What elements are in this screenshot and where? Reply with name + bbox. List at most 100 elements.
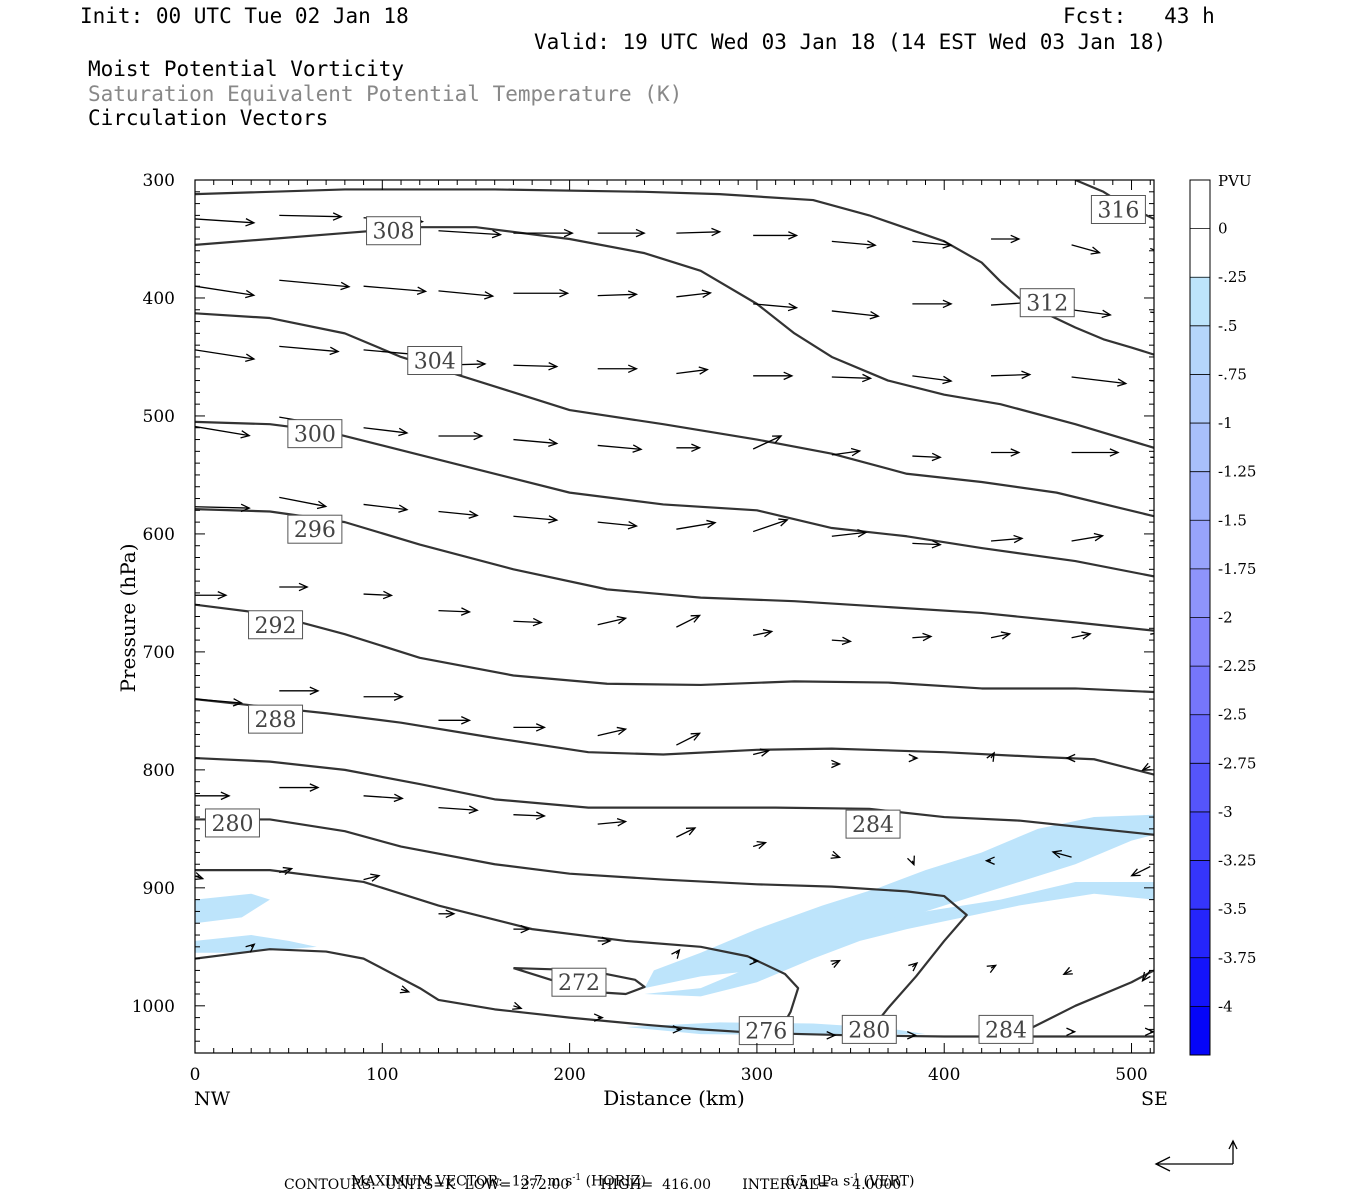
colorbar-swatch xyxy=(1189,422,1211,473)
contour-line-288-6 xyxy=(195,697,1154,776)
circulation-vector xyxy=(753,748,771,757)
max-horiz-exp: -1 xyxy=(572,1173,582,1183)
contour-label-292: 292 xyxy=(248,610,304,640)
circulation-vector xyxy=(676,519,717,530)
colorbar-tick-label: -4 xyxy=(1218,997,1233,1015)
circulation-vectors-layer xyxy=(195,212,1154,1040)
y-tick-label: 500 xyxy=(143,407,175,427)
circulation-vector xyxy=(593,1013,604,1022)
circulation-vector xyxy=(363,285,428,295)
circulation-vector xyxy=(753,371,794,381)
colorbar-swatch xyxy=(1189,471,1211,521)
colorbar-swatch xyxy=(1189,665,1211,716)
contour-label-text: 276 xyxy=(745,1020,787,1045)
circulation-vector xyxy=(438,510,479,519)
circulation-vector xyxy=(438,909,456,919)
circulation-vector xyxy=(279,783,320,792)
circulation-vector xyxy=(195,285,256,299)
x-right-end-label: SE xyxy=(1141,1088,1168,1110)
x-tick-label: 300 xyxy=(741,1065,773,1085)
circulation-vector xyxy=(513,811,547,820)
circulation-vector xyxy=(986,751,995,762)
circulation-vector xyxy=(363,793,404,803)
circulation-vector xyxy=(676,289,713,299)
circulation-vector xyxy=(1150,540,1154,542)
contour-label-text: 284 xyxy=(852,813,894,838)
circulation-vector xyxy=(831,636,853,646)
circulation-vector xyxy=(513,723,547,732)
colorbar-swatch xyxy=(1189,373,1211,424)
circulation-vector xyxy=(245,943,256,953)
colorbar-swatch xyxy=(1189,811,1211,862)
max-horiz-tag: (HORIZ) xyxy=(585,1173,646,1190)
pv-region-0 xyxy=(195,893,270,924)
colorbar-tick-label: -3.75 xyxy=(1218,949,1256,967)
circulation-vector xyxy=(676,366,709,375)
contour-label-272: 272 xyxy=(551,967,607,997)
circulation-vector xyxy=(279,212,343,221)
contour-label-312: 312 xyxy=(1019,288,1075,318)
colorbar-swatch xyxy=(1189,762,1211,813)
max-vert-tag: (VERT) xyxy=(863,1173,915,1190)
x-left-end-label: NW xyxy=(194,1088,231,1110)
x-tick-label: 500 xyxy=(1115,1065,1147,1085)
circulation-vector xyxy=(1071,244,1102,255)
colorbar-tick-label: -.5 xyxy=(1218,317,1237,335)
circulation-vector xyxy=(831,529,868,538)
colorbar-tick-label: -3.25 xyxy=(1218,852,1256,870)
x-axis-label: Distance (km) xyxy=(603,1086,745,1110)
colorbar-tick-label: -1.5 xyxy=(1218,511,1247,529)
contour-label-text: 304 xyxy=(414,349,456,374)
y-tick-label: 400 xyxy=(143,289,175,309)
max-vert-line: 6.5 dPa s-1 (VERT) xyxy=(777,1157,915,1190)
max-vector-line: MAXIMUM VECTOR: 13.7 m s-1 (HORIZ) xyxy=(342,1157,646,1190)
circulation-vector xyxy=(363,692,404,701)
max-vert-value: 6.5 xyxy=(785,1173,809,1190)
circulation-vector xyxy=(1071,309,1112,319)
contour-label-300: 300 xyxy=(287,419,343,449)
circulation-vector xyxy=(912,540,942,549)
circulation-vector xyxy=(831,240,877,249)
circulation-vector xyxy=(984,856,995,865)
colorbar-tick-label: -2.25 xyxy=(1218,657,1256,675)
circulation-vector xyxy=(991,234,1021,244)
x-tick-label: 400 xyxy=(928,1065,960,1085)
circulation-vector xyxy=(195,791,231,801)
contour-label-316: 316 xyxy=(1090,194,1146,224)
contour-label-text: 312 xyxy=(1026,292,1068,317)
colorbar-swatch xyxy=(1189,908,1211,959)
circulation-vector xyxy=(513,288,570,298)
contour-line-308-11 xyxy=(195,226,1154,449)
y-tick-label: 700 xyxy=(143,643,175,663)
colorbar-tick-label: -.25 xyxy=(1218,268,1247,286)
circulation-vector xyxy=(752,518,789,533)
circulation-vector xyxy=(195,218,256,227)
circulation-vector xyxy=(752,435,783,450)
circulation-vector xyxy=(990,534,1024,544)
contour-label-284: 284 xyxy=(845,809,901,839)
colorbar-swatch xyxy=(1190,228,1210,278)
circulation-vector xyxy=(912,632,933,642)
colorbar-tick-label: -1.75 xyxy=(1218,560,1256,578)
circulation-vector xyxy=(753,302,799,312)
y-tick-label: 300 xyxy=(143,171,175,191)
field-title-thetae: Saturation Equivalent Potential Temperat… xyxy=(88,82,683,106)
circulation-vector xyxy=(831,373,873,383)
circulation-vector xyxy=(912,452,942,462)
colorbar-swatch xyxy=(1190,180,1210,229)
contour-label-text: 284 xyxy=(985,1018,1027,1043)
circulation-vector xyxy=(990,631,1012,640)
circulation-vector xyxy=(195,425,251,439)
circulation-vector xyxy=(512,1001,523,1010)
colorbar-tick-label: -1.25 xyxy=(1218,463,1256,481)
colorbar-swatch xyxy=(1189,860,1211,910)
circulation-vector xyxy=(749,956,760,966)
contour-label-308: 308 xyxy=(366,216,422,246)
circulation-vector xyxy=(830,959,842,969)
colorbar-tick-label: -1 xyxy=(1218,414,1233,432)
circulation-vector xyxy=(438,805,479,814)
circulation-vector xyxy=(279,496,328,510)
circulation-vector xyxy=(1150,632,1154,635)
colorbar-swatch xyxy=(1189,519,1211,570)
circulation-vector xyxy=(676,227,722,237)
